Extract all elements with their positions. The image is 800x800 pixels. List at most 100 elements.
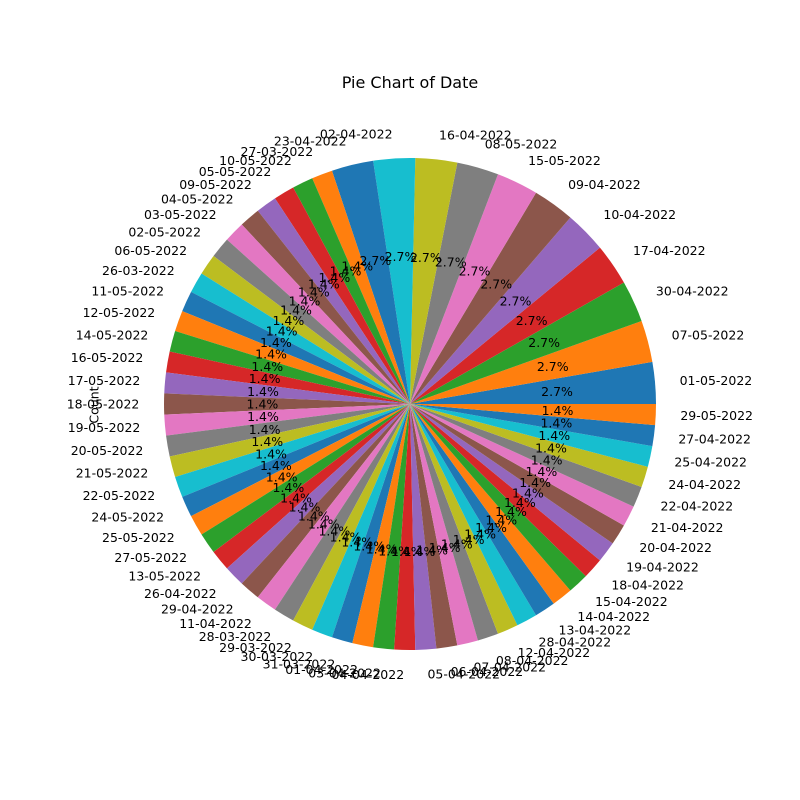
pie-percent-label: 1.4% xyxy=(378,543,410,558)
pie-slice xyxy=(410,247,624,404)
pie-slice xyxy=(410,404,498,641)
pie-slice xyxy=(293,178,410,404)
pie-category-label: 16-04-2022 xyxy=(439,127,512,142)
pie-percent-label: 1.4% xyxy=(266,324,298,339)
pie-percent-label: 1.4% xyxy=(247,384,279,399)
pie-slice xyxy=(410,404,571,604)
pie-category-label: 05-05-2022 xyxy=(199,164,272,179)
pie-category-label: 08-04-2022 xyxy=(496,653,569,668)
pie-category-label: 30-03-2022 xyxy=(241,649,314,664)
y-axis-label: Count xyxy=(87,386,102,423)
pie-percent-label: 1.4% xyxy=(464,526,496,541)
pie-slice xyxy=(191,404,410,535)
pie-percent-label: 1.4% xyxy=(535,440,567,455)
pie-category-label: 29-04-2022 xyxy=(161,602,234,617)
pie-category-label: 25-04-2022 xyxy=(674,454,747,469)
pie-slice xyxy=(410,282,642,404)
pie-category-label: 16-05-2022 xyxy=(71,350,144,365)
pie-slice xyxy=(226,404,410,584)
pie-slice xyxy=(191,273,410,404)
pie-percent-label: 1.4% xyxy=(251,359,283,374)
pie-category-label: 30-04-2022 xyxy=(656,284,729,299)
pie-category-label: 23-04-2022 xyxy=(274,133,347,148)
pie-category-label: 13-04-2022 xyxy=(559,623,632,638)
pie-category-label: 27-03-2022 xyxy=(241,144,314,159)
pie-percent-label: 1.4% xyxy=(247,397,279,412)
pie-percent-label: 1.4% xyxy=(280,490,312,505)
pie-percent-label: 1.4% xyxy=(330,264,362,279)
pie-slice xyxy=(410,404,518,634)
pie-percent-label: 2.7% xyxy=(360,253,392,268)
pie-slice xyxy=(257,198,410,404)
pie-category-label: 20-05-2022 xyxy=(71,443,144,458)
pie-slice xyxy=(175,311,410,404)
pie-slice xyxy=(213,404,410,569)
pie-category-label: 21-04-2022 xyxy=(651,520,724,535)
pie-percent-label: 1.4% xyxy=(289,500,321,515)
pie-percent-label: 1.4% xyxy=(251,434,283,449)
pie-category-label: 14-04-2022 xyxy=(577,609,650,624)
pie-slice xyxy=(169,404,410,477)
pie-category-label: 17-05-2022 xyxy=(68,373,141,388)
pie-percent-label: 1.4% xyxy=(260,458,292,473)
pie-percent-label: 1.4% xyxy=(249,371,281,386)
pie-percent-label: 1.4% xyxy=(441,536,473,551)
pie-percent-label: 1.4% xyxy=(391,544,423,559)
pie-category-label: 19-05-2022 xyxy=(68,420,141,435)
pie-percent-label: 1.4% xyxy=(485,512,517,527)
pie-category-label: 27-04-2022 xyxy=(678,431,751,446)
pie-percent-label: 1.4% xyxy=(289,293,321,308)
pie-category-label: 18-04-2022 xyxy=(611,577,684,592)
pie-slice xyxy=(410,162,498,404)
pie-slice xyxy=(410,158,458,404)
pie-slice xyxy=(410,404,653,467)
pie-percent-label: 1.4% xyxy=(273,313,305,328)
pie-percent-label: 1.4% xyxy=(330,529,362,544)
pie-category-label: 03-05-2022 xyxy=(144,207,217,222)
pie-slice xyxy=(213,239,410,404)
pie-percent-label: 1.4% xyxy=(273,480,305,495)
pie-category-label: 28-03-2022 xyxy=(199,629,272,644)
pie-slice xyxy=(410,404,613,561)
pie-percent-label: 2.7% xyxy=(537,359,569,374)
pie-slice xyxy=(410,404,478,646)
pie-percent-label: 1.4% xyxy=(341,259,373,274)
pie-category-label: 11-04-2022 xyxy=(179,616,252,631)
pie-category-label: 02-05-2022 xyxy=(128,225,201,240)
pie-percent-label: 1.4% xyxy=(525,464,557,479)
pie-slice xyxy=(410,404,537,626)
pie-category-label: 07-05-2022 xyxy=(672,327,745,342)
pie-percent-label: 1.4% xyxy=(353,538,385,553)
pie-slice xyxy=(175,404,410,497)
pie-category-label: 04-05-2022 xyxy=(161,191,234,206)
pie-category-label: 10-04-2022 xyxy=(603,207,676,222)
pie-percent-label: 1.4% xyxy=(512,485,544,500)
pie-slice xyxy=(410,192,571,404)
pie-slice xyxy=(312,170,410,404)
pie-percent-label: 1.4% xyxy=(249,422,281,437)
pie-slice xyxy=(394,404,416,650)
pie-percent-label: 2.7% xyxy=(385,249,417,264)
pie-percent-label: 1.4% xyxy=(298,508,330,523)
pie-slices xyxy=(164,158,657,650)
pie-category-labels: 01-05-2022 07-05-2022 30-04-2022 17-04-2022… xyxy=(67,126,753,682)
pie-slice xyxy=(410,404,554,616)
pie-slice xyxy=(166,404,410,457)
chart-title: Pie Chart of Date xyxy=(342,73,478,92)
pie-slice xyxy=(312,404,410,638)
pie-percent-label: 1.4% xyxy=(475,520,507,535)
pie-category-label: 31-03-2022 xyxy=(263,657,336,672)
pie-slice xyxy=(410,404,642,507)
pie-category-label: 12-05-2022 xyxy=(83,305,156,320)
pie-percent-label: 2.7% xyxy=(459,264,491,279)
pie-percent-label: 1.4% xyxy=(495,504,527,519)
pie-slice xyxy=(410,404,600,577)
pie-percent-label: 2.7% xyxy=(435,255,467,270)
pie-percent-label: 1.4% xyxy=(531,452,563,467)
pie-category-label: 22-05-2022 xyxy=(83,488,156,503)
pie-slice xyxy=(201,256,410,404)
pie-category-label: 29-05-2022 xyxy=(680,408,753,423)
pie-slice xyxy=(373,404,410,650)
pie-percent-label: 1.4% xyxy=(416,542,448,557)
pie-category-label: 06-05-2022 xyxy=(114,243,187,258)
